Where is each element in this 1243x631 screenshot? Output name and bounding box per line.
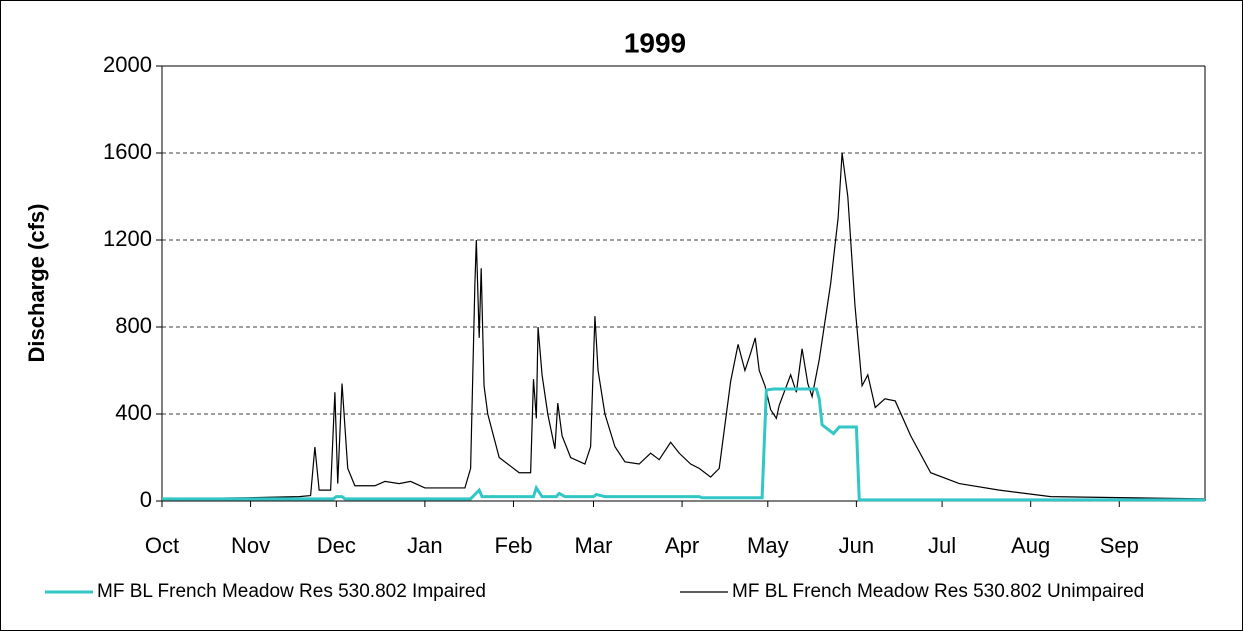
x-tick-label: Apr — [665, 533, 699, 558]
y-tick-label: 400 — [115, 400, 152, 425]
plot-background — [162, 66, 1205, 501]
series-line — [162, 387, 1205, 502]
y-tick-label: 2000 — [103, 52, 152, 77]
y-tick-label: 800 — [115, 313, 152, 338]
y-axis-label: Discharge (cfs) — [24, 204, 49, 363]
legend-label: MF BL French Meadow Res 530.802 Unimpair… — [732, 581, 1144, 602]
x-tick-label: Jul — [928, 533, 956, 558]
y-tick-label: 1600 — [103, 139, 152, 164]
x-tick-label: Oct — [145, 533, 179, 558]
x-tick-label: Sep — [1100, 533, 1139, 558]
x-tick-label: Jun — [839, 533, 874, 558]
x-tick-label: Nov — [231, 533, 270, 558]
legend-label: MF BL French Meadow Res 530.802 Impaired — [97, 581, 486, 602]
x-tick-label: Aug — [1011, 533, 1050, 558]
series-line — [161, 152, 1206, 500]
x-tick-label: Mar — [575, 533, 613, 558]
chart-title: 1999 — [624, 27, 686, 58]
x-tick-label: Jan — [407, 533, 442, 558]
y-tick-label: 0 — [140, 487, 152, 512]
x-tick-label: Dec — [317, 533, 356, 558]
x-tick-label: May — [747, 533, 789, 558]
y-tick-label: 1200 — [103, 226, 152, 251]
x-tick-label: Feb — [495, 533, 533, 558]
